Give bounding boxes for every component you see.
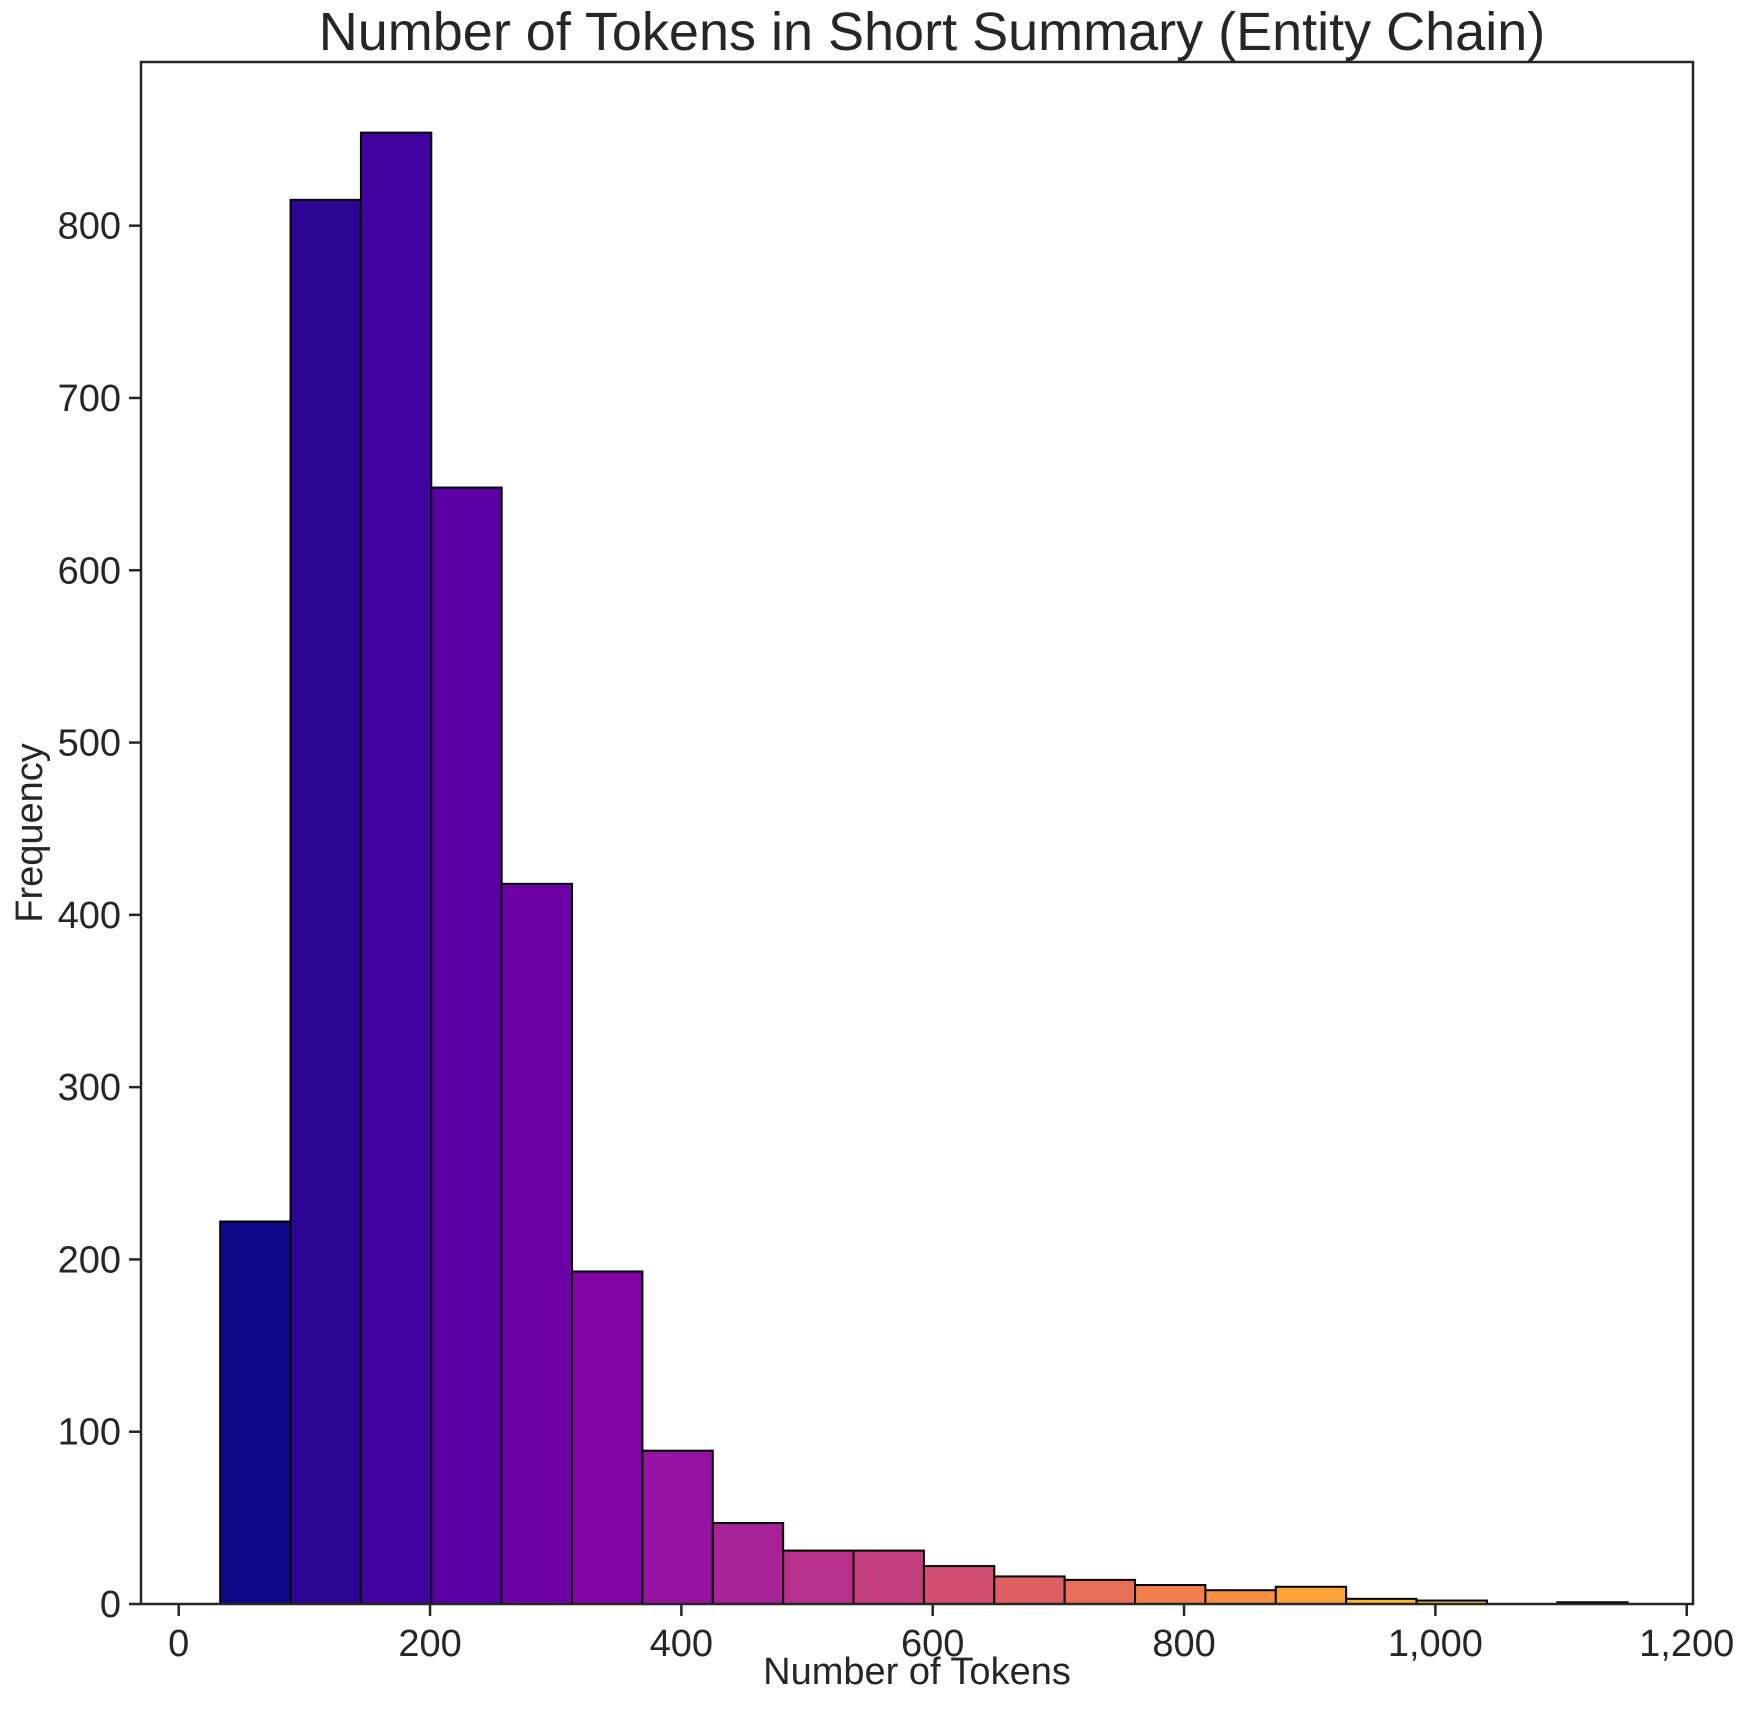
x-tick-label: 600 [901, 1623, 964, 1665]
y-tick-label: 100 [58, 1412, 121, 1454]
x-tick-label: 800 [1152, 1623, 1215, 1665]
y-tick-label: 700 [58, 378, 121, 420]
histogram-bar-12 [1063, 1578, 1137, 1605]
histogram-bar-4 [500, 882, 574, 1605]
y-tick-label: 600 [58, 550, 121, 592]
y-tick-label: 300 [58, 1067, 121, 1109]
x-tick-label: 0 [168, 1623, 189, 1665]
histogram-bar-0 [219, 1220, 292, 1606]
histogram-bar-1 [289, 198, 362, 1605]
histogram-bar-15 [1274, 1585, 1348, 1606]
y-axis-label: Frequency [9, 743, 51, 923]
histogram-bar-10 [922, 1565, 996, 1605]
histogram-bar-3 [430, 486, 503, 1606]
bars-group [219, 131, 1629, 1606]
x-axis-ticks: 0 200 400 600 800 1,000 1,200 [168, 1604, 1734, 1665]
histogram-bar-13 [1134, 1584, 1207, 1606]
histogram-bar-8 [782, 1549, 855, 1606]
histogram-bar-7 [711, 1522, 785, 1605]
histogram-bar-11 [993, 1575, 1066, 1605]
y-tick-label: 200 [58, 1239, 121, 1281]
y-axis-ticks: 0 100 200 300 400 500 600 700 800 [58, 206, 141, 1626]
y-tick-label: 500 [58, 723, 121, 765]
y-tick-label: 800 [58, 206, 121, 248]
plot-frame [139, 60, 1695, 1606]
y-tick-label: 0 [100, 1584, 121, 1626]
x-tick-label: 200 [398, 1623, 461, 1665]
x-tick-label: 1,200 [1639, 1623, 1734, 1665]
y-tick-label: 400 [58, 895, 121, 937]
x-tick-label: 1,000 [1388, 1623, 1483, 1665]
x-axis-label: Number of Tokens [763, 1651, 1071, 1693]
chart-title: Number of Tokens in Short Summary (Entit… [319, 2, 1545, 62]
histogram-bar-6 [641, 1449, 714, 1606]
histogram-bar-14 [1204, 1589, 1277, 1606]
histogram-bar-5 [571, 1270, 644, 1606]
histogram-bar-2 [359, 131, 433, 1605]
x-tick-label: 400 [650, 1623, 713, 1665]
histogram-bar-9 [852, 1549, 925, 1606]
